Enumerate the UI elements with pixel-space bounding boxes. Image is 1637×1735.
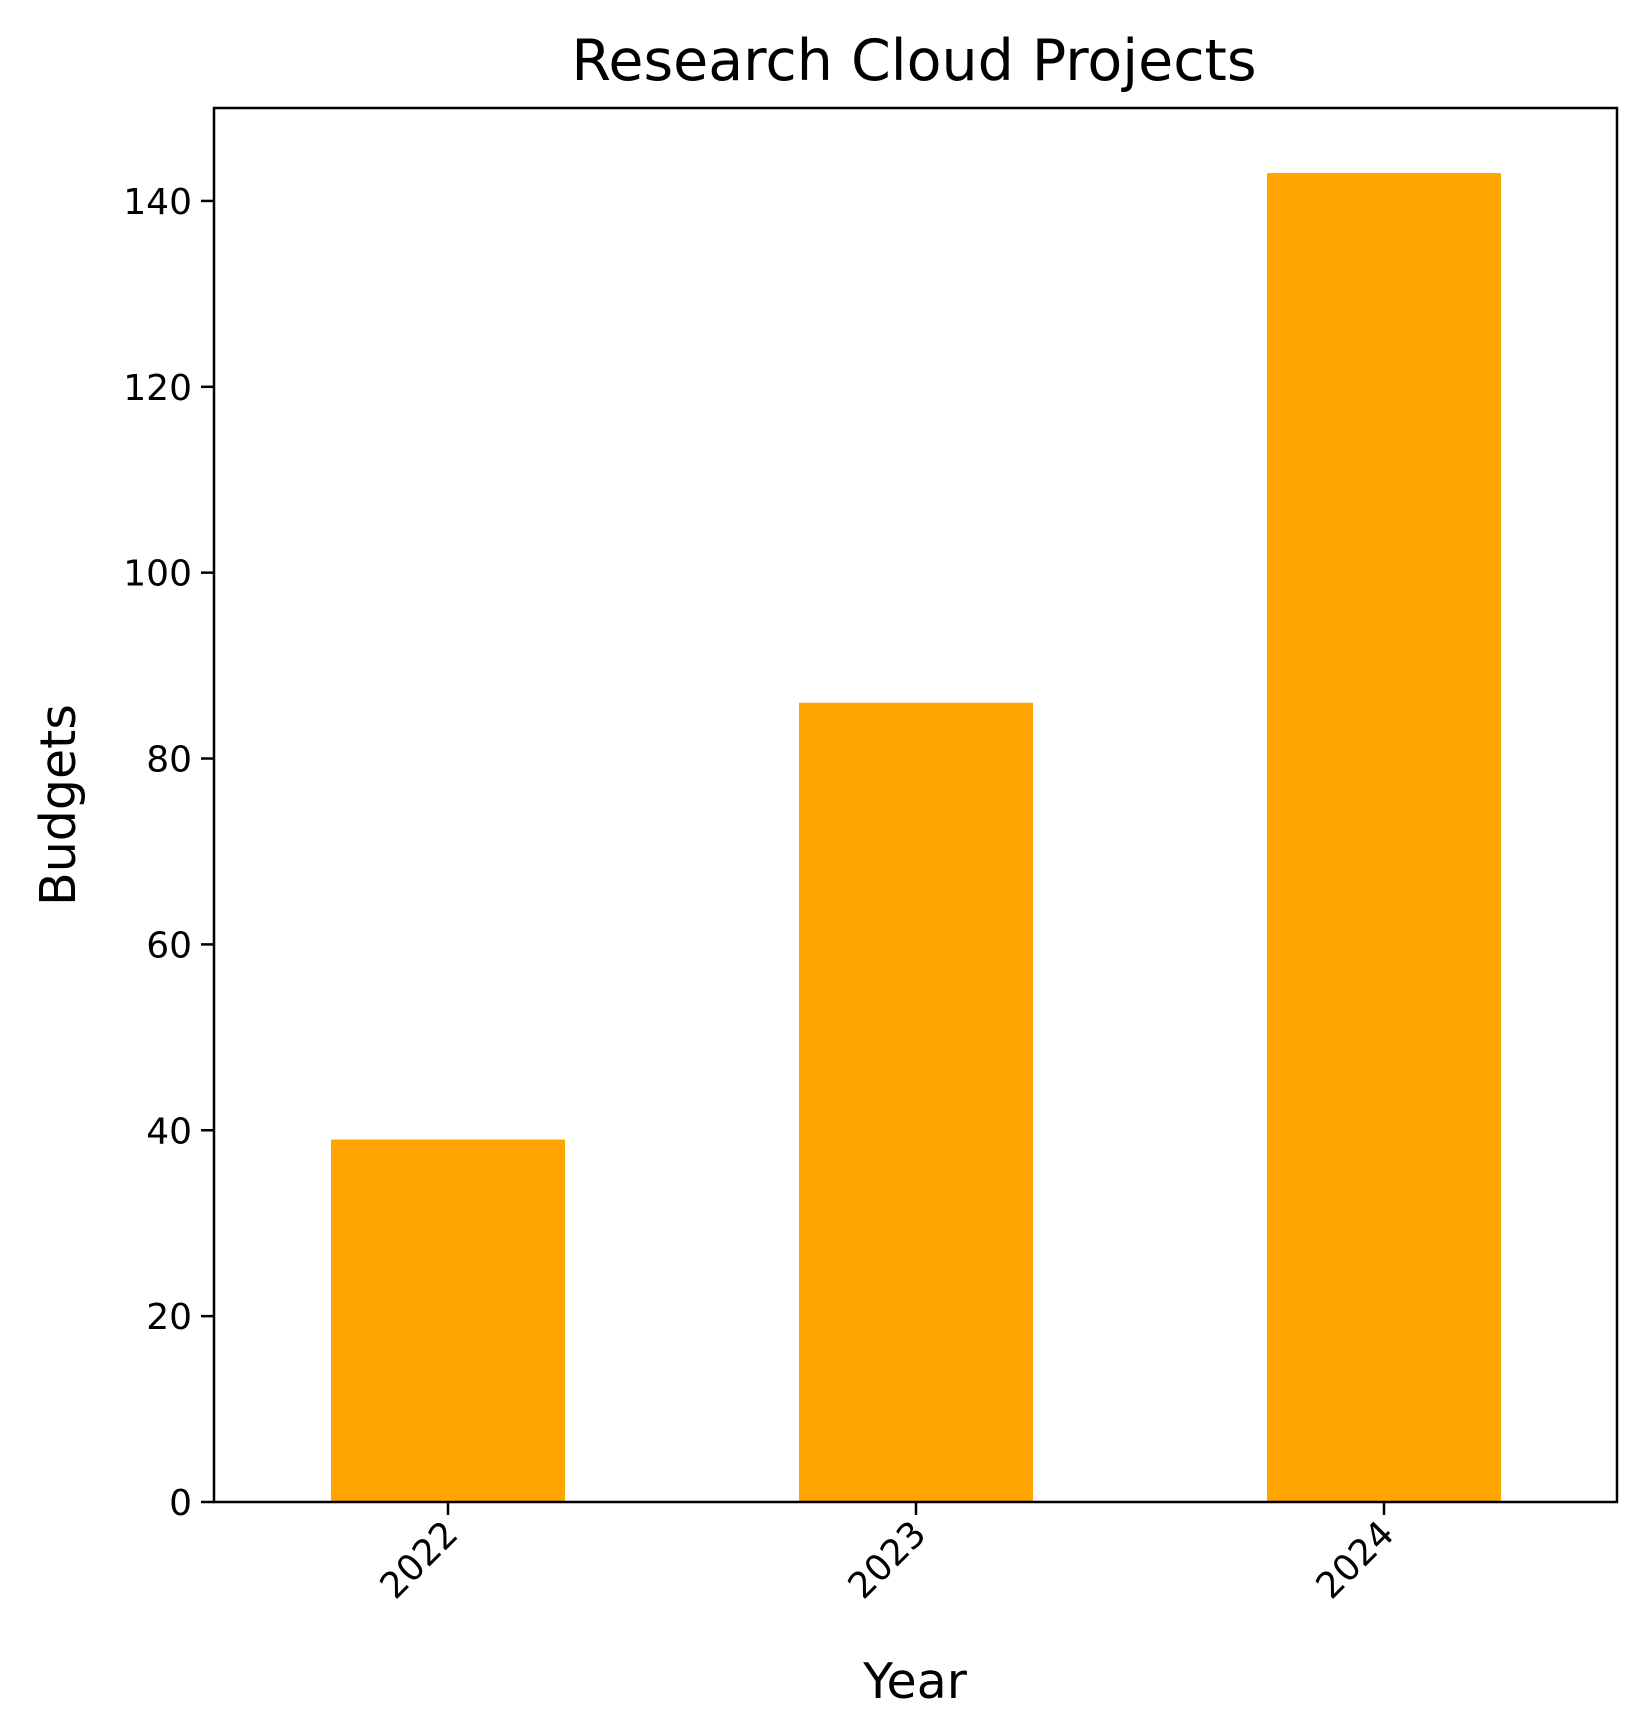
y-axis-ticks: 0 20 40 60 80 100 120 140 [123,182,214,1524]
x-tick-label: 2023 [841,1513,935,1607]
x-tick-label: 2022 [373,1513,467,1607]
y-tick-label: 140 [123,182,192,223]
bar-2024 [1267,173,1501,1502]
y-tick-label: 0 [169,1483,192,1524]
plot-frame [212,106,1619,1504]
y-tick-label: 20 [146,1297,192,1338]
bar-2023 [799,702,1033,1502]
y-tick-label: 120 [123,368,192,409]
y-tick-label: 100 [123,554,192,595]
y-tick-label: 40 [146,1111,192,1152]
x-axis-ticks: 2022 2023 2024 [373,1502,1403,1607]
x-axis-label: Year [862,1653,968,1710]
bars-layer [331,173,1501,1502]
y-tick-label: 60 [146,925,192,966]
chart-title: Research Cloud Projects [571,28,1256,94]
y-tick-label: 80 [146,740,192,781]
bar-2022 [331,1139,565,1502]
y-axis-label: Budgets [30,704,87,906]
x-tick-label: 2024 [1309,1513,1403,1607]
